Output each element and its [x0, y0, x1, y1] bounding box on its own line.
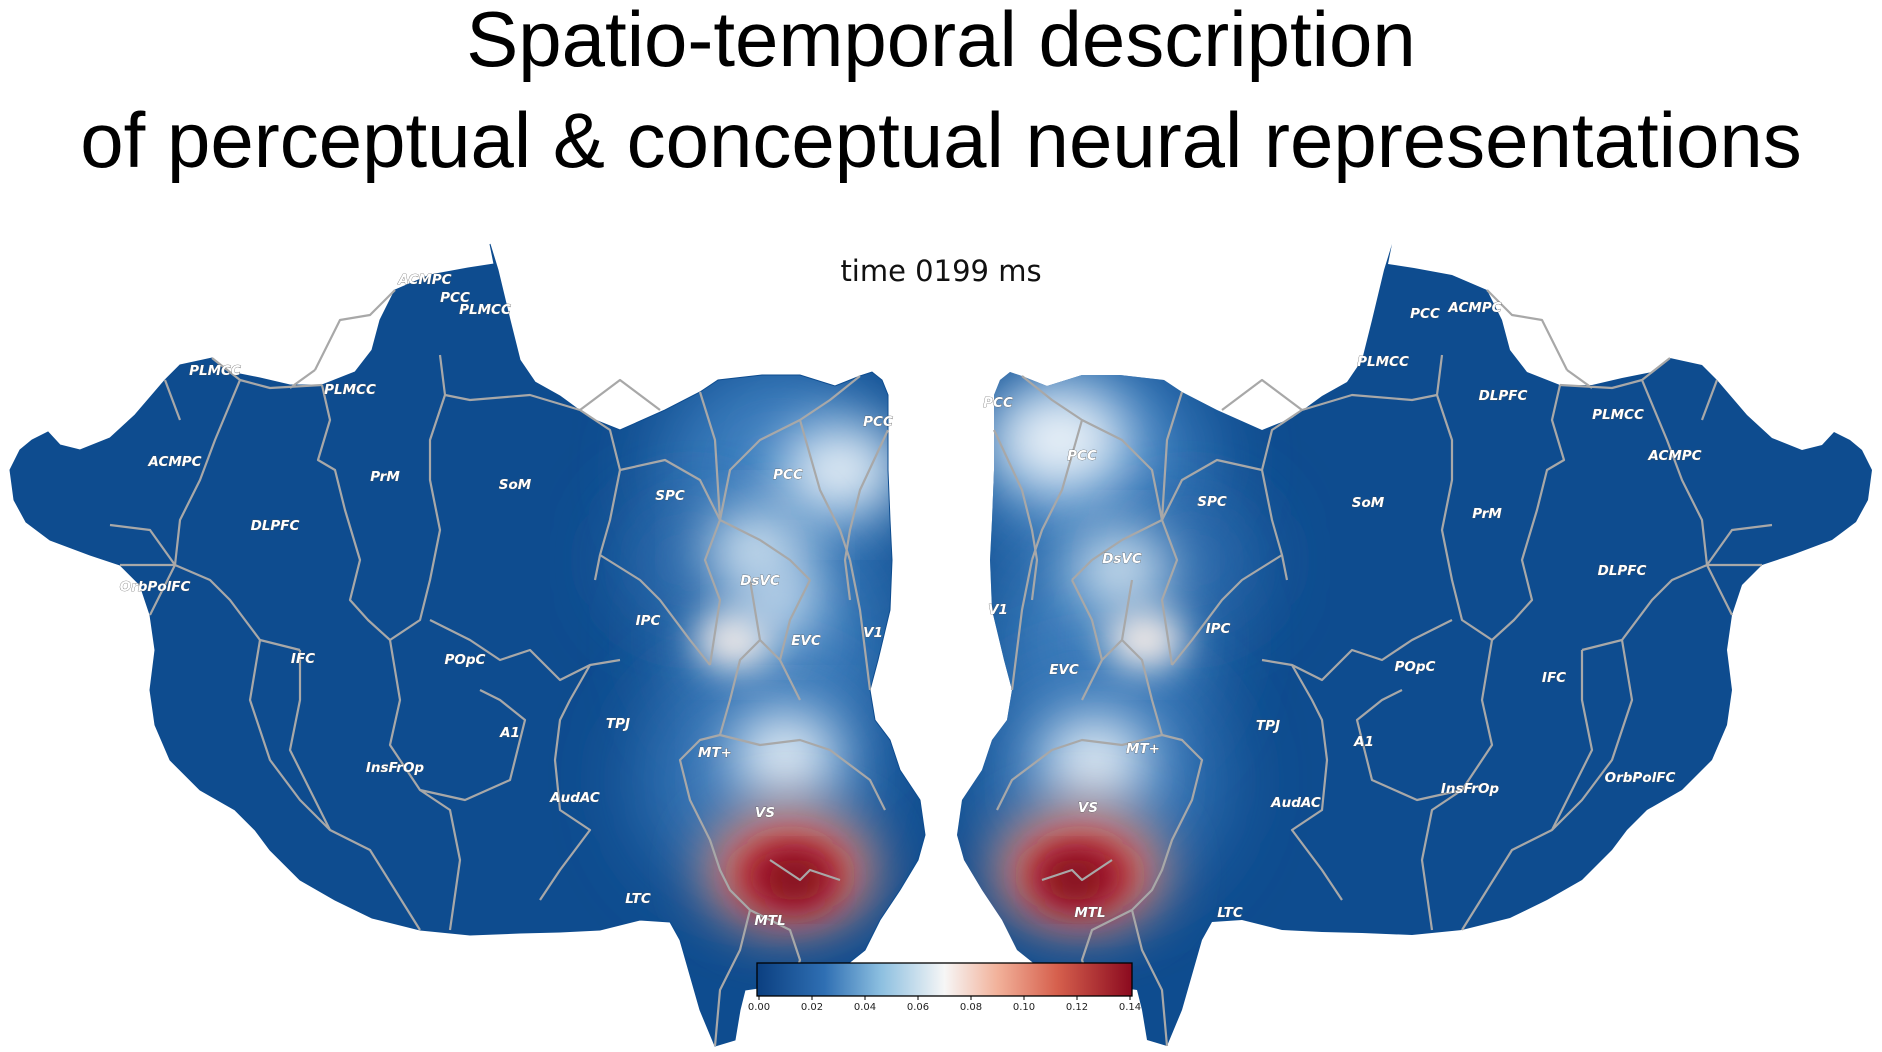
colorbar-tick-label: 0.04 [854, 1002, 876, 1013]
colorbar-tick-label: 0.12 [1066, 1002, 1088, 1013]
right-hemisphere [957, 244, 1872, 1047]
roi-label: ACMPC [397, 272, 451, 288]
roi-label: EVC [791, 633, 821, 649]
colorbar-tick-label: 0.08 [960, 1002, 982, 1013]
roi-label: MT+ [1126, 741, 1160, 757]
roi-label: SPC [1197, 494, 1227, 510]
roi-label: DLPFC [1479, 388, 1528, 404]
colorbar-tick-label: 0.14 [1119, 1002, 1141, 1013]
roi-label: EVC [1049, 662, 1079, 678]
right-roi-borders [993, 289, 1773, 1047]
roi-label: OrbPolFC [120, 579, 191, 595]
left-hemisphere [9, 243, 926, 1047]
roi-label: PLMCC [189, 363, 241, 379]
roi-label: DLPFC [251, 518, 300, 534]
roi-label: OrbPolFC [1605, 770, 1676, 786]
roi-label: PLMCC [459, 302, 511, 318]
colorbar-ticks: 0.00 0.02 0.04 0.06 0.08 0.10 0.12 0.14 [748, 996, 1141, 1013]
roi-label: DLPFC [1598, 563, 1647, 579]
roi-label: SoM [1352, 495, 1385, 511]
roi-label: PrM [370, 469, 400, 485]
roi-label: IPC [1206, 621, 1231, 637]
colorbar-tick-label: 0.00 [748, 1002, 770, 1013]
roi-label: POpC [1395, 659, 1436, 675]
roi-label: DsVC [740, 573, 780, 589]
roi-label: PCC [983, 395, 1013, 411]
right-roi-labels: PCC ACMPC PCC PLMCC DLPFC PCC PLMCC ACMP… [983, 300, 1702, 922]
roi-label: SPC [655, 488, 685, 504]
roi-label: TPJ [1256, 718, 1280, 734]
roi-label: PrM [1472, 506, 1502, 522]
roi-label: SoM [499, 477, 532, 493]
roi-label: InsFrOp [366, 760, 425, 776]
roi-label: PLMCC [1592, 407, 1644, 423]
roi-label: MT+ [698, 745, 732, 761]
colorbar: 0.00 0.02 0.04 0.06 0.08 0.10 0.12 0.14 [748, 962, 1141, 1013]
roi-label: TPJ [606, 716, 630, 732]
roi-label: PLMCC [1357, 354, 1409, 370]
colorbar-tick-label: 0.10 [1013, 1002, 1035, 1013]
roi-label: A1 [1353, 734, 1374, 750]
colorbar-gradient [756, 962, 1133, 997]
roi-label: AudAC [549, 790, 600, 806]
roi-label: PCC [440, 290, 470, 306]
left-roi-labels: ACMPC PCC PLMCC PLMCC PLMCC ACMPC PrM So… [119, 272, 893, 930]
roi-label: IFC [1542, 670, 1566, 686]
time-label: time 0199 ms [840, 254, 1042, 288]
roi-label: LTC [625, 891, 651, 907]
colorbar-tick-label: 0.06 [907, 1002, 929, 1013]
roi-label: DsVC [1102, 551, 1142, 567]
roi-label: ACMPC [147, 454, 201, 470]
colorbar-tick-label: 0.02 [801, 1002, 823, 1013]
roi-label: PLMCC [324, 382, 376, 398]
roi-label: ACMPC [1447, 300, 1501, 316]
roi-label: LTC [1217, 905, 1243, 921]
roi-label: InsFrOp [1441, 781, 1500, 797]
left-roi-borders [109, 289, 889, 1047]
figure-title-line-2: of perceptual & conceptual neural repres… [80, 96, 1802, 184]
roi-label: A1 [499, 725, 520, 741]
roi-label: MTL [1074, 905, 1105, 921]
roi-label: PCC [1067, 448, 1097, 464]
roi-label: VS [1078, 800, 1098, 816]
roi-label: V1 [863, 625, 883, 641]
roi-label: PCC [773, 467, 803, 483]
roi-label: POpC [445, 652, 486, 668]
roi-label: ACMPC [1647, 448, 1701, 464]
figure-title-line-1: Spatio-temporal description [466, 0, 1416, 83]
roi-label: IPC [636, 613, 661, 629]
roi-label: PCC [1410, 306, 1440, 322]
roi-label: PCC [863, 414, 893, 430]
roi-label: V1 [988, 602, 1008, 618]
roi-label: AudAC [1270, 795, 1321, 811]
roi-label: VS [755, 805, 775, 821]
roi-label: MTL [754, 913, 785, 929]
roi-label: IFC [291, 651, 315, 667]
